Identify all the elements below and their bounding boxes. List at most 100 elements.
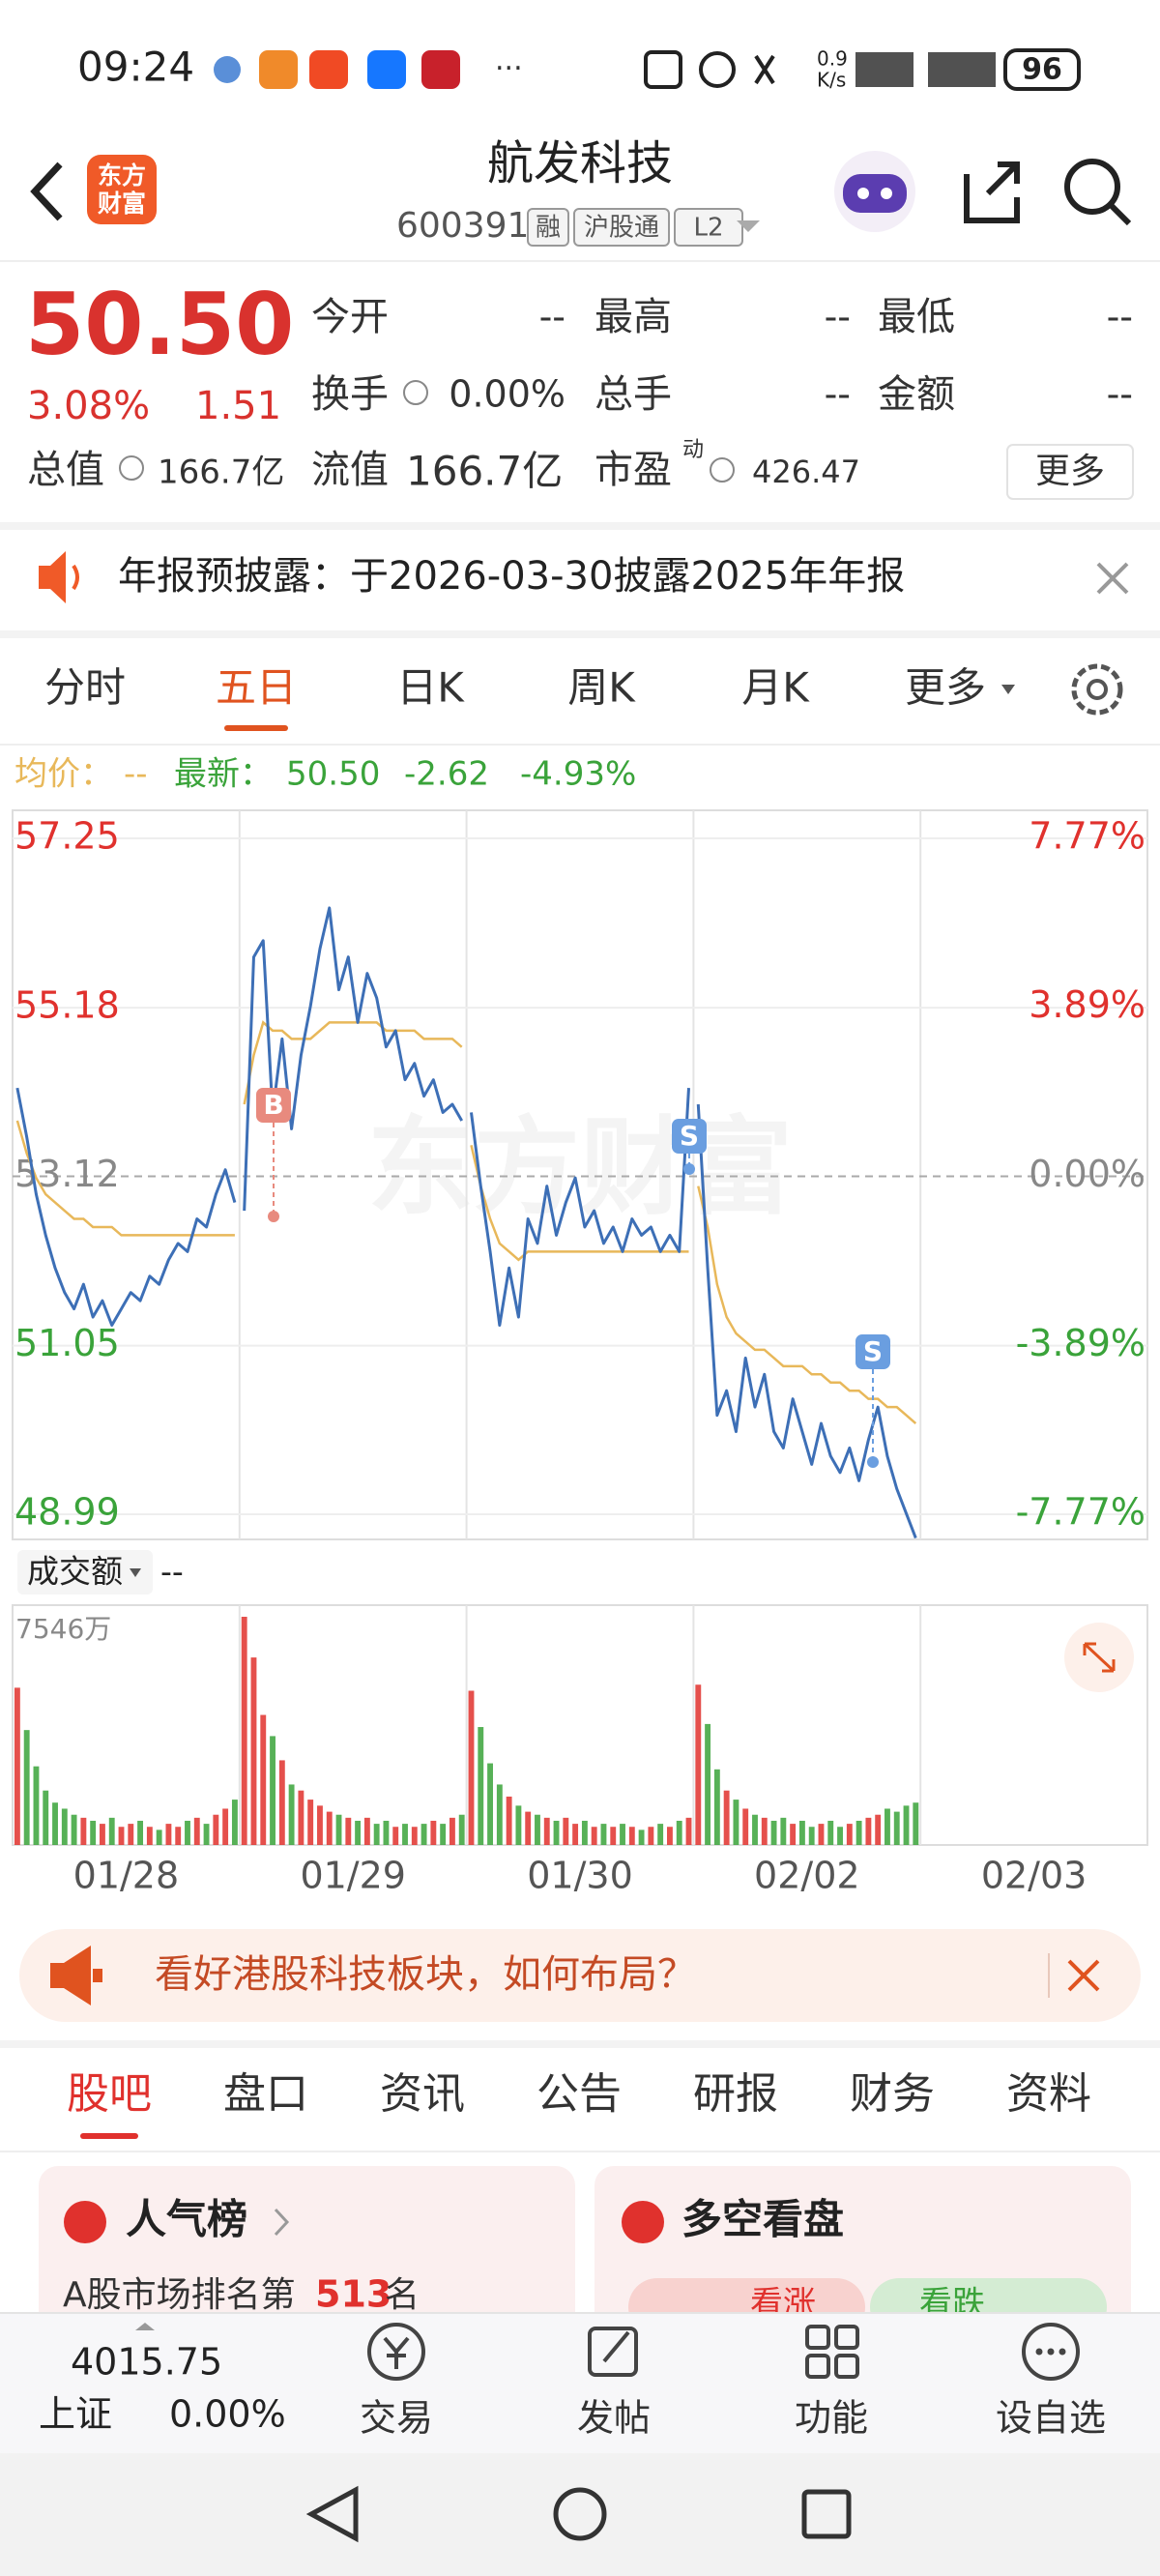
volume-label[interactable]: 成交额: [27, 1553, 123, 1591]
nav-back[interactable]: [305, 2485, 359, 2543]
content-tab[interactable]: 财务: [850, 2069, 935, 2119]
svg-text:···: ···: [495, 52, 523, 86]
info-icon[interactable]: [119, 455, 144, 481]
net-speed: 0.9: [817, 47, 848, 71]
index-pct[interactable]: 0.00%: [169, 2393, 286, 2436]
toolbar-label[interactable]: 功能: [795, 2397, 868, 2440]
back-button[interactable]: [30, 161, 63, 221]
popularity-card[interactable]: [39, 2166, 575, 2340]
nav-recent[interactable]: [801, 2489, 852, 2539]
y-tick-label: 57.25: [14, 815, 120, 858]
content-tab[interactable]: 公告: [536, 2069, 622, 2119]
period-tab[interactable]: 周K: [567, 664, 636, 712]
volume-bar: [818, 1824, 825, 1845]
tag-box: [573, 208, 670, 247]
content-tab[interactable]: 股吧: [67, 2069, 152, 2119]
volume-bar: [241, 1617, 247, 1845]
divider: [0, 2040, 1160, 2048]
trade-badge[interactable]: [856, 1334, 890, 1369]
nav-home[interactable]: [553, 2487, 607, 2541]
field-value: --: [825, 373, 851, 416]
period-tab[interactable]: 日K: [396, 664, 465, 712]
x-tick-label: 02/03: [981, 1855, 1088, 1897]
volume-bar: [449, 1817, 455, 1845]
quote-fields: 今开 -- 最高 -- 最低 -- 换手 0.00% 总手 -- 金额 --: [311, 295, 1133, 417]
info-icon[interactable]: [710, 457, 735, 483]
y2-tick-label: -3.89%: [1016, 1322, 1146, 1364]
status-time: 09:24: [77, 44, 194, 91]
volume-bar: [685, 1817, 692, 1845]
volume-bar: [100, 1824, 105, 1845]
chevron: [274, 2208, 290, 2237]
toolbar-label[interactable]: 交易: [360, 2397, 433, 2440]
more-button[interactable]: [1006, 444, 1134, 500]
volume-bar: [250, 1657, 257, 1845]
volume-max-label: 7546万: [15, 1613, 111, 1645]
price-line: [470, 1088, 691, 1328]
field-value: --: [539, 296, 566, 338]
trade-badge[interactable]: [256, 1088, 291, 1123]
more-button-label[interactable]: 更多: [1035, 452, 1105, 491]
period-tab[interactable]: 月K: [741, 664, 810, 712]
volume-bar: [525, 1811, 532, 1845]
volume-frame: [12, 1604, 1148, 1846]
nav-bar: [0, 2453, 1160, 2576]
content-tab[interactable]: 资讯: [380, 2069, 465, 2119]
toolbar-label[interactable]: 设自选: [996, 2397, 1106, 2440]
assistant-icon[interactable]: [834, 151, 915, 232]
trade-label[interactable]: S: [863, 1335, 883, 1367]
volume-bar: [326, 1811, 333, 1845]
tag-dropdown[interactable]: [737, 220, 760, 232]
close-ad[interactable]: [1067, 1959, 1100, 1992]
volume-bar: [278, 1760, 285, 1845]
avg-value: --: [124, 755, 148, 794]
tag: 沪股通: [584, 214, 659, 243]
share-button[interactable]: [964, 161, 1020, 223]
field-sup: 动: [682, 438, 704, 462]
notice-text[interactable]: 年报预披露：于2026-03-30披露2025年年报: [118, 554, 905, 599]
volume-bar: [137, 1820, 144, 1845]
close-notice[interactable]: [1096, 562, 1129, 595]
volume-bar: [108, 1817, 115, 1845]
volume-bar: [90, 1820, 97, 1845]
volume-bar: [52, 1802, 58, 1845]
volume-selector[interactable]: [17, 1550, 153, 1595]
y2-tick-label: -7.77%: [1016, 1491, 1146, 1534]
trade-point: [268, 1211, 279, 1222]
latest-label: 最新：: [174, 755, 273, 794]
content-tab[interactable]: 资料: [1006, 2069, 1091, 2119]
card-icon: [64, 2201, 106, 2243]
trade-label[interactable]: B: [263, 1089, 283, 1121]
settings-icon[interactable]: [1071, 663, 1123, 716]
last-price: 50.50: [25, 275, 294, 374]
period-tab[interactable]: 分时: [44, 664, 126, 712]
volume-bar: [118, 1827, 125, 1845]
card-title[interactable]: 人气榜: [126, 2196, 247, 2243]
ad-banner[interactable]: [19, 1929, 1141, 2022]
trade-badge[interactable]: [672, 1119, 707, 1154]
volume-bar: [61, 1808, 68, 1845]
trade-label[interactable]: S: [680, 1120, 699, 1152]
volume-bar: [856, 1820, 862, 1845]
volume-bar: [203, 1824, 210, 1845]
period-tab[interactable]: 五日: [216, 664, 297, 712]
content-tab[interactable]: 研报: [693, 2069, 778, 2119]
volume-bar: [335, 1814, 342, 1845]
toolbar-label[interactable]: 发帖: [577, 2397, 651, 2440]
field-value: --: [1107, 373, 1133, 416]
search-button[interactable]: [1064, 159, 1132, 226]
volume-bar: [581, 1820, 588, 1845]
tag: 融: [536, 214, 561, 243]
ad-text[interactable]: 看好港股科技板块，如何布局？: [155, 1952, 696, 1997]
index-value[interactable]: 4015.75: [71, 2341, 222, 2384]
net-speed-unit: K/s: [817, 69, 846, 92]
index-name[interactable]: 上证: [39, 2393, 112, 2436]
info-icon[interactable]: [403, 380, 428, 405]
volume-bar: [893, 1811, 900, 1845]
volume-bar: [43, 1790, 49, 1845]
card-title[interactable]: 多空看盘: [682, 2196, 844, 2243]
content-tab[interactable]: 盘口: [223, 2069, 308, 2119]
period-tab[interactable]: 更多: [905, 664, 986, 712]
y-tick-label: 51.05: [14, 1322, 120, 1364]
avg-label: 均价：: [14, 755, 113, 794]
